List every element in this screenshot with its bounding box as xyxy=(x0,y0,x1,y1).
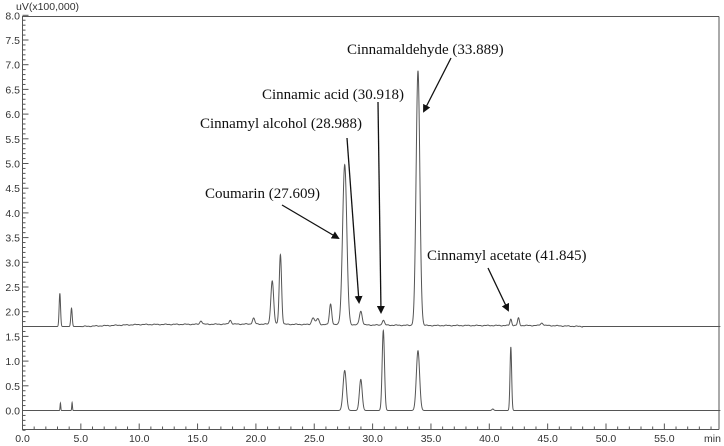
y-tick-label: 7.0 xyxy=(5,60,20,72)
sample-trace xyxy=(22,70,721,328)
x-tick-label: 30.0 xyxy=(362,433,383,445)
y-axis-ticks: 0.0 0.5 1.0 1.5 2.0 2.5 3.0 3.5 4.0 4.5 5.0 5.5 6.0 6… xyxy=(5,10,29,431)
x-tick-label: 45.0 xyxy=(537,433,558,445)
y-tick-label: 6.5 xyxy=(5,84,20,96)
y-tick-label: 0.5 xyxy=(5,381,20,393)
y-tick-label: 7.5 xyxy=(5,35,20,47)
x-tick-label: 10.0 xyxy=(129,433,150,445)
peak-label: Cinnamyl alcohol (28.988) xyxy=(200,116,362,132)
x-tick-label: 50.0 xyxy=(596,433,617,445)
peak-label: Cinnamyl acetate (41.845) xyxy=(427,248,587,264)
y-tick-label: 5.0 xyxy=(5,159,20,171)
y-tick-label: 1.5 xyxy=(5,331,20,343)
x-tick-label: 5.0 xyxy=(74,433,89,445)
x-axis-ticks: 0.0 5.0 10.0 15.0 20.0 25.0 30.0 35.0 40.0 45.0 50… xyxy=(15,423,712,445)
arrow-icon xyxy=(281,204,340,240)
x-tick-label: 20.0 xyxy=(246,433,267,445)
arrow-icon xyxy=(376,101,385,314)
standard-trace xyxy=(22,328,721,411)
y-unit-label: uV(x100,000) xyxy=(16,1,79,13)
chromatogram-traces xyxy=(22,70,721,411)
plot-frame xyxy=(22,16,720,430)
y-tick-label: 8.0 xyxy=(5,10,20,22)
arrow-icon xyxy=(487,267,510,312)
arrow-icon xyxy=(423,57,452,113)
y-tick-label: 4.0 xyxy=(5,208,20,220)
peak-annotations: Coumarin (27.609) Cinnamyl alcohol (28.98… xyxy=(200,42,587,314)
x-unit-label: min xyxy=(704,433,721,445)
y-tick-label: 2.5 xyxy=(5,282,20,294)
y-tick-label: 3.0 xyxy=(5,257,20,269)
peak-label: Coumarin (27.609) xyxy=(205,186,320,202)
x-tick-label: 40.0 xyxy=(479,433,500,445)
x-tick-label: 0.0 xyxy=(15,433,30,445)
peak-label: Cinnamic acid (30.918) xyxy=(262,87,404,103)
y-tick-label: 2.0 xyxy=(5,307,20,319)
x-tick-label: 55.0 xyxy=(654,433,675,445)
y-tick-label: 4.5 xyxy=(5,183,20,195)
x-tick-label: 35.0 xyxy=(421,433,442,445)
y-tick-label: 6.0 xyxy=(5,109,20,121)
arrow-icon xyxy=(346,137,363,304)
y-tick-label: 5.5 xyxy=(5,134,20,146)
y-tick-label: 1.0 xyxy=(5,356,20,368)
x-tick-label: 15.0 xyxy=(187,433,208,445)
y-tick-label: 0.0 xyxy=(5,406,20,418)
x-tick-label: 25.0 xyxy=(304,433,325,445)
y-tick-label: 3.5 xyxy=(5,233,20,245)
peak-label: Cinnamaldehyde (33.889) xyxy=(347,42,504,58)
